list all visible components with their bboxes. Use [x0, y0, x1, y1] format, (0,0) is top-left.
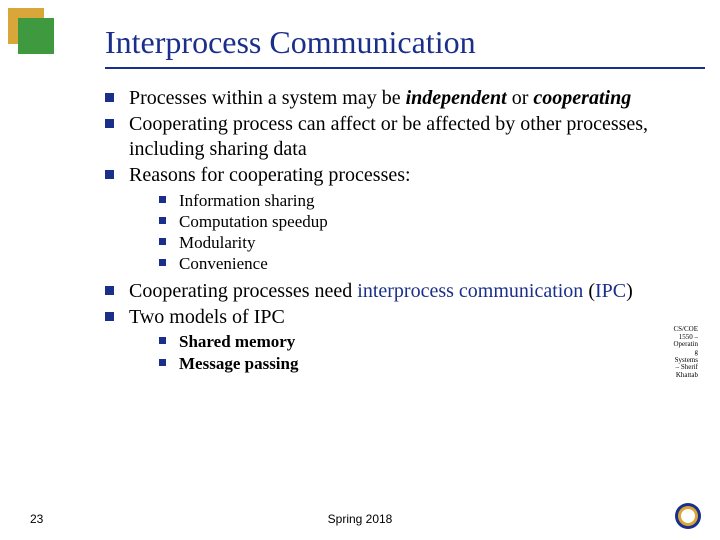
bullet-text: ( [583, 280, 595, 302]
bullet-item: Processes within a system may be indepen… [105, 86, 690, 110]
sub-bullet-item: Computation speedup [159, 211, 690, 232]
sub-bullet-text: Convenience [179, 254, 268, 273]
bullet-item: Reasons for cooperating processes: Infor… [105, 163, 690, 274]
sub-bullet-text: Shared memory [179, 332, 295, 351]
bullet-item: Cooperating processes need interprocess … [105, 279, 690, 303]
sub-bullet-list: Information sharing Computation speedup … [159, 190, 690, 275]
sub-bullet-item: Shared memory [159, 331, 690, 352]
sub-bullet-item: Information sharing [159, 190, 690, 211]
bullet-item: Two models of IPC Shared memory Message … [105, 305, 690, 374]
bullet-text: Processes within a system may be [129, 87, 406, 109]
title-rule [105, 67, 705, 69]
emphasis: independent [406, 87, 507, 109]
bullet-text: Cooperating process can affect or be aff… [129, 113, 648, 159]
sub-bullet-item: Modularity [159, 232, 690, 253]
title-block: Interprocess Communication [105, 24, 690, 69]
sub-bullet-text: Computation speedup [179, 212, 328, 231]
sub-bullet-item: Convenience [159, 253, 690, 274]
bullet-item: Cooperating process can affect or be aff… [105, 112, 690, 161]
footer-center-text: Spring 2018 [0, 512, 720, 526]
accent-text: IPC [595, 280, 626, 302]
sub-bullet-text: Message passing [179, 354, 298, 373]
sub-bullet-list: Shared memory Message passing [159, 331, 690, 374]
accent-text: interprocess communication [357, 280, 583, 302]
deco-square-green [18, 18, 54, 54]
bullet-text: Cooperating processes need [129, 280, 357, 302]
corner-decoration [8, 8, 78, 78]
sub-bullet-item: Message passing [159, 353, 690, 374]
bullet-text: Reasons for cooperating processes: [129, 164, 411, 186]
sub-bullet-text: Information sharing [179, 191, 315, 210]
bullet-text: Two models of IPC [129, 306, 285, 328]
sub-bullet-text: Modularity [179, 233, 256, 252]
side-column-text: CS/COE 1550 – Operating Systems – Sherif… [672, 326, 698, 380]
emphasis: cooperating [533, 87, 631, 109]
slide-title: Interprocess Communication [105, 24, 690, 61]
content-area: Processes within a system may be indepen… [105, 86, 690, 378]
university-seal-icon [674, 502, 702, 530]
bullet-text: or [507, 87, 534, 109]
bullet-list: Processes within a system may be indepen… [105, 86, 690, 374]
bullet-text: ) [626, 280, 633, 302]
